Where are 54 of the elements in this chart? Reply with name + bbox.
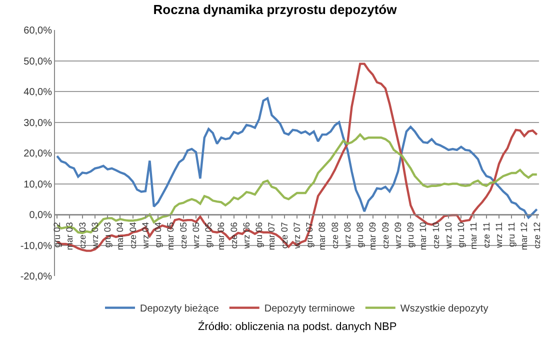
x-tick-label: wrz 03	[90, 222, 100, 250]
x-tick-label: gru 07	[304, 222, 315, 248]
x-tick-label: wrz 11	[494, 222, 504, 249]
x-tick-label: cze 05	[178, 222, 188, 249]
x-tick-label: mar 08	[317, 222, 328, 250]
x-tick-label: gru 03	[102, 222, 113, 248]
x-tick-label: wrz 06	[241, 222, 252, 250]
x-tick-label: wrz 05	[190, 222, 201, 250]
y-tick-label: 30,0%	[24, 118, 52, 129]
x-tick-label: wrz 07	[292, 222, 302, 250]
y-tick-label: -20,0%	[20, 272, 52, 282]
y-tick-label: 40,0%	[24, 87, 52, 98]
x-tick-label: mar 12	[519, 222, 530, 250]
text: Źródło: obliczenia na podst. danych NBP	[198, 320, 397, 333]
legend-label: Depozyty terminowe	[264, 304, 356, 315]
x-tick-label: gru 11	[506, 222, 517, 247]
x-tick-label: mar 07	[266, 222, 277, 250]
x-tick-label: mar 05	[166, 222, 176, 250]
y-tick-label: 20,0%	[24, 148, 52, 160]
y-tick-label: 60,0%	[24, 26, 52, 36]
x-tick-label: gru 08	[355, 222, 366, 248]
x-tick-label: wrz 10	[443, 222, 454, 250]
line-series	[56, 97, 538, 219]
x-tick-label: cze 07	[279, 222, 290, 249]
x-tick-label: cze 03	[77, 222, 88, 249]
y-tick-label: 10,0%	[24, 179, 52, 190]
x-tick-label: cze 09	[380, 222, 390, 249]
chart-title: Roczna dynamika przyrostu depozytów	[153, 2, 398, 18]
x-tick-label: mar 06	[216, 222, 226, 250]
x-tick-label: cze 11	[481, 222, 492, 248]
x-tick-label: wrz 04	[140, 222, 150, 250]
x-tick-label: mar 10	[418, 222, 428, 250]
x-tick-label: mar 09	[368, 222, 378, 250]
legend-label: Wszystkie depozyty	[400, 304, 488, 315]
x-tick-label: cze 04	[128, 222, 138, 249]
y-tick-label: 0,0%	[29, 210, 52, 221]
x-tick-label: mar 11	[468, 222, 479, 250]
x-tick-label: cze 06	[228, 222, 239, 249]
x-tick-label: cze 12	[532, 222, 542, 249]
x-tick-label: gru 05	[204, 222, 214, 248]
x-tick-label: gru 04	[153, 222, 164, 248]
x-tick-label: cze 08	[330, 222, 340, 249]
x-tick-label: wrz 09	[392, 222, 403, 250]
x-tick-label: gru 06	[254, 222, 264, 248]
y-tick-label: -10,0%	[20, 240, 52, 252]
x-tick-label: gru 02	[52, 222, 62, 248]
x-tick-label: gru 10	[456, 222, 466, 248]
x-tick-label: wrz 08	[342, 222, 352, 250]
x-tick-label: mar 04	[115, 222, 126, 250]
x-tick-label: cze 10	[430, 222, 441, 249]
x-tick-label: gru 09	[406, 222, 416, 248]
legend-label: Depozyty bieżące	[140, 304, 220, 315]
y-tick-label: 50,0%	[24, 56, 52, 68]
x-tick-label: mar 03	[64, 222, 75, 250]
